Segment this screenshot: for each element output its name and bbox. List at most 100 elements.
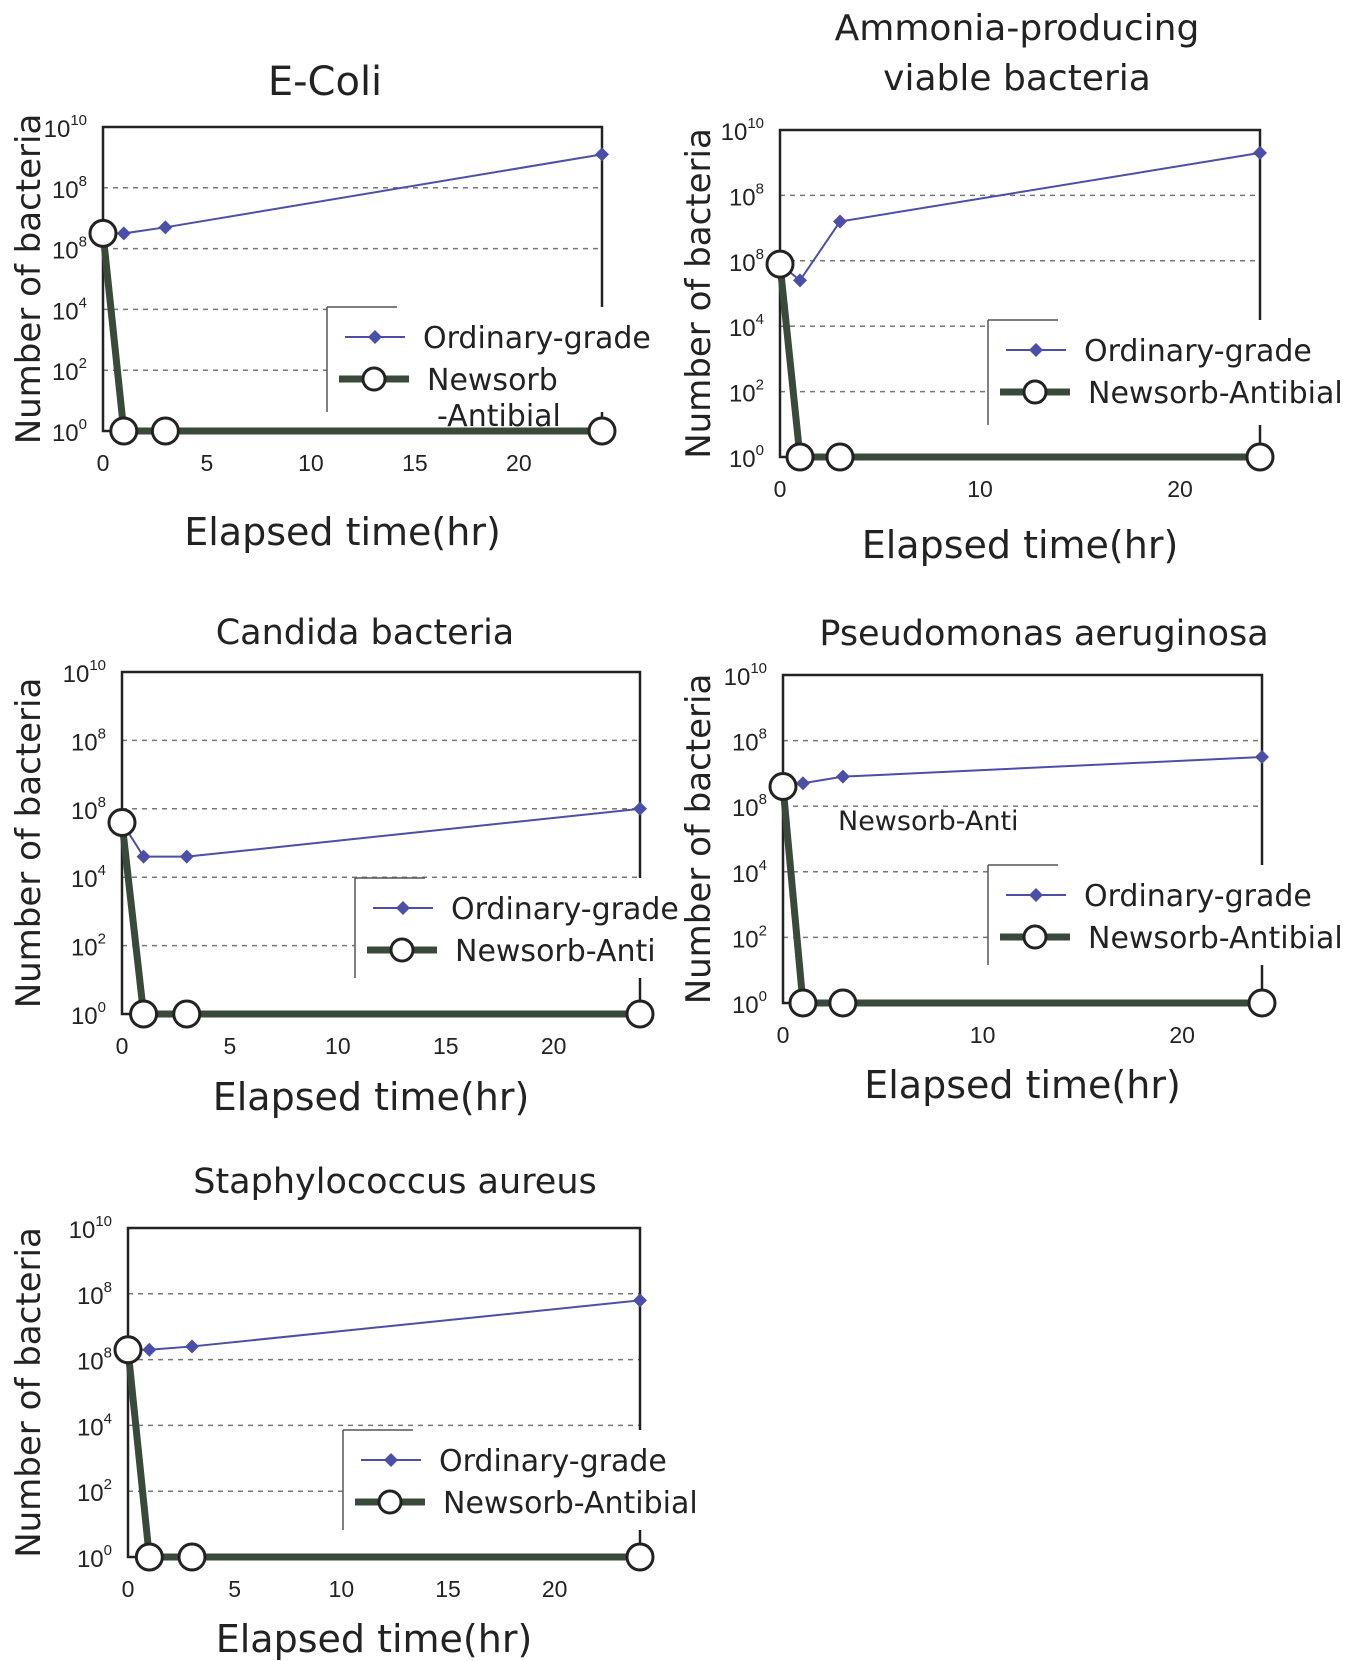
y-tick-base: 10 (77, 1414, 104, 1441)
y-tick-exp: 8 (756, 246, 764, 263)
y-tick-exp: 2 (98, 931, 106, 948)
series-line-newsorb (118, 822, 640, 1018)
y-tick-base: 10 (729, 315, 756, 342)
newsorb-point (825, 442, 855, 472)
y-tick-exp: 8 (79, 173, 87, 190)
y-tick-label: 108 (52, 234, 87, 265)
y-tick-base: 10 (63, 661, 90, 688)
newsorb-point (785, 442, 815, 472)
chart-title-line: viable bacteria (883, 58, 1151, 99)
y-tick-exp: 8 (79, 234, 87, 251)
newsorb-point (172, 999, 202, 1029)
ordinary-point (158, 220, 173, 235)
newsorb-point (625, 1542, 655, 1572)
y-tick-base: 10 (732, 795, 759, 822)
legend-box (343, 1430, 683, 1530)
y-tick-base: 10 (52, 359, 79, 386)
legend-label-newsorb: Newsorb-Antibial (443, 1486, 698, 1521)
y-tick-label: 108 (71, 725, 106, 756)
y-tick-base: 10 (52, 298, 79, 325)
y-tick-label: 104 (52, 294, 87, 325)
x-tick-label: 5 (201, 450, 214, 476)
y-tick-base: 10 (77, 1546, 104, 1573)
y-tick-base: 10 (52, 420, 79, 447)
x-tick-label: 10 (970, 1022, 996, 1048)
y-axis-label: Number of bacteria (679, 674, 719, 1005)
y-tick-label: 104 (729, 311, 764, 342)
y-tick-base: 10 (729, 250, 756, 277)
chart-panel: Staphylococcus aureus1001021041081081010… (9, 1162, 698, 1661)
legend-marker-ordinary (396, 901, 410, 915)
y-tick-label: 100 (77, 1542, 112, 1573)
y-tick-base: 10 (71, 798, 98, 825)
x-axis-label: Elapsed time(hr) (213, 1075, 530, 1119)
legend-label-ordinary: Ordinary-grade (439, 1444, 667, 1479)
y-tick-base: 10 (732, 861, 759, 888)
legend-label-ordinary: Ordinary-grade (451, 892, 679, 927)
y-tick-label: 102 (52, 355, 87, 386)
x-tick-label: 0 (116, 1033, 129, 1059)
chart-title: Candida bacteria (216, 613, 515, 653)
newsorb-point (765, 249, 795, 279)
y-axis-label: Number of bacteria (9, 678, 49, 1009)
newsorb-point (134, 1542, 164, 1572)
y-tick-exp: 0 (759, 988, 767, 1005)
chart-title: Ammonia-producing viable bacteria (835, 8, 1200, 99)
y-tick-exp: 0 (98, 999, 106, 1016)
y-tick-base: 10 (71, 1003, 98, 1030)
x-tick-label: 20 (542, 1576, 568, 1602)
y-tick-exp: 4 (759, 857, 767, 874)
newsorb-point (88, 218, 118, 248)
legend-label-ordinary: Ordinary-grade (423, 321, 651, 356)
y-tick-base: 10 (732, 730, 759, 757)
y-tick-label: 108 (77, 1345, 112, 1376)
newsorb-point (587, 416, 617, 446)
y-tick-base: 10 (77, 1480, 104, 1507)
y-tick-exp: 8 (759, 791, 767, 808)
y-tick-label: 108 (732, 726, 767, 757)
series-line-newsorb (779, 786, 1262, 1007)
y-tick-label: 1010 (63, 657, 106, 688)
y-tick-label: 1010 (721, 115, 764, 146)
legend-label-ordinary: Ordinary-grade (1084, 879, 1312, 914)
y-tick-base: 10 (71, 866, 98, 893)
newsorb-point (828, 988, 858, 1018)
y-tick-label: 100 (52, 416, 87, 447)
x-tick-label: 15 (433, 1033, 459, 1059)
y-tick-base: 10 (721, 119, 748, 146)
y-tick-label: 100 (729, 442, 764, 473)
ordinary-point (793, 273, 807, 288)
y-tick-label: 100 (732, 988, 767, 1019)
legend-label-line: Newsorb (427, 363, 558, 398)
legend-marker-newsorb (377, 1489, 403, 1515)
newsorb-point (109, 416, 139, 446)
x-tick-label: 15 (435, 1576, 461, 1602)
series-line-newsorb (99, 233, 602, 435)
y-tick-base: 10 (52, 177, 79, 204)
legend-label-line: Newsorb-Antibial (1088, 376, 1343, 411)
y-tick-label: 108 (77, 1279, 112, 1310)
legend-box (355, 878, 675, 978)
series-line-newsorb (124, 1349, 640, 1561)
y-tick-exp: 8 (98, 725, 106, 742)
newsorb-point (1247, 988, 1277, 1018)
y-tick-label: 104 (732, 857, 767, 888)
legend-label-newsorb: Newsorb-Antibial (1088, 921, 1343, 956)
chart-title: Pseudomonas aeruginosa (819, 614, 1268, 654)
ordinary-point (1253, 145, 1267, 160)
y-tick-exp: 0 (756, 442, 764, 459)
y-tick-exp: 10 (747, 115, 764, 132)
y-tick-exp: 8 (98, 794, 106, 811)
x-tick-label: 20 (1167, 476, 1193, 502)
legend-marker-newsorb (389, 937, 415, 963)
series-line-ordinary (103, 153, 603, 235)
y-tick-base: 10 (732, 992, 759, 1019)
y-tick-label: 1010 (724, 660, 767, 691)
x-tick-label: 0 (97, 450, 110, 476)
y-tick-label: 108 (729, 180, 764, 211)
y-tick-base: 10 (77, 1349, 104, 1376)
ordinary-point (136, 849, 151, 864)
ordinary-point (185, 1339, 199, 1354)
